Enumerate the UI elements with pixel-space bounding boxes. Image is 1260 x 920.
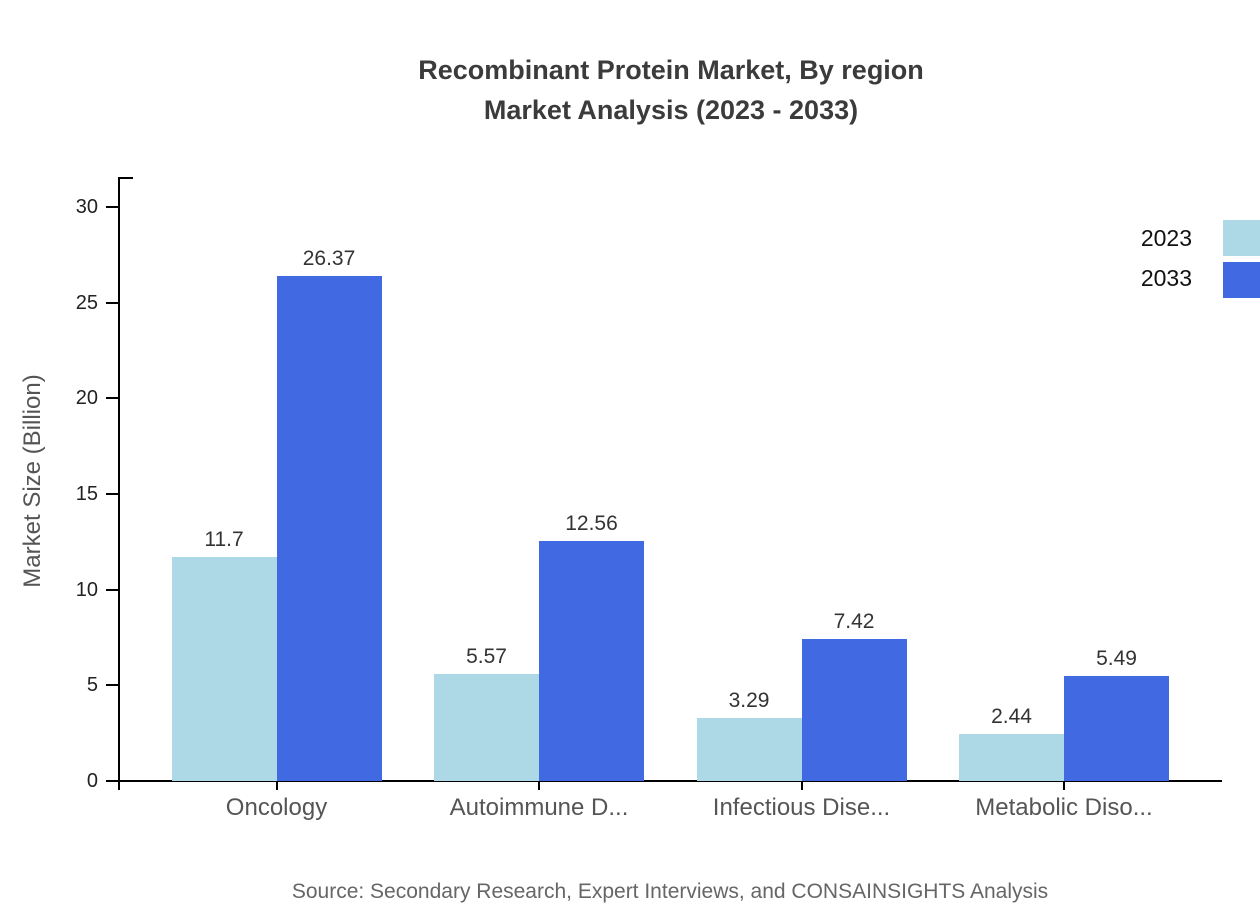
bar-2023-autoimmune-d[interactable] — [434, 674, 539, 781]
y-axis-tick-label: 0 — [86, 770, 98, 792]
chart-title-line-2: Market Analysis (2023 - 2033) — [483, 95, 859, 125]
legend-swatch-2023[interactable] — [1223, 220, 1260, 256]
value-label: 12.56 — [565, 511, 618, 535]
y-axis-top-cap — [118, 177, 133, 179]
legend-label-2033[interactable]: 2033 — [1140, 265, 1192, 291]
category-label-metabolic-diso: Metabolic Diso... — [975, 794, 1153, 821]
y-axis-tick-label: 10 — [75, 578, 98, 601]
value-label: 2.44 — [991, 705, 1032, 729]
category-label-oncology: Oncology — [225, 794, 328, 821]
y-axis-tick-label: 20 — [75, 387, 98, 410]
value-label: 5.49 — [1096, 646, 1137, 670]
y-axis-tick — [106, 588, 118, 591]
x-axis-tick — [538, 781, 540, 790]
value-label: 3.29 — [728, 689, 770, 713]
bar-2023-infectious-dise[interactable] — [696, 718, 802, 781]
legend-swatch-2033[interactable] — [1223, 262, 1260, 298]
y-axis-tick — [106, 493, 118, 495]
x-axis-line — [106, 780, 1222, 782]
chart-title-line-1: Recombinant Protein Market, By region — [418, 55, 924, 85]
y-axis-tick-label: 30 — [75, 196, 98, 218]
y-axis-line — [118, 177, 120, 790]
y-axis-tick-label: 5 — [86, 674, 98, 697]
x-axis-tick — [275, 781, 278, 790]
y-axis-tick — [106, 397, 118, 400]
x-axis-tick — [800, 781, 803, 790]
category-label-infectious-dise: Infectious Dise... — [712, 794, 891, 821]
chart-title: Recombinant Protein Market, By region Ma… — [82, 50, 1260, 130]
y-axis-tick — [106, 206, 118, 208]
y-axis-tick — [106, 684, 118, 687]
category-label-autoimmune-d: Autoimmune D... — [449, 794, 629, 821]
y-axis-tick-label: 15 — [75, 483, 98, 505]
x-axis-tick — [1063, 781, 1065, 790]
y-axis-tick — [106, 780, 118, 782]
bar-2023-metabolic-diso[interactable] — [959, 734, 1064, 781]
y-axis-tick — [106, 301, 118, 304]
value-label: 11.7 — [204, 528, 244, 552]
legend-label-2023[interactable]: 2023 — [1140, 225, 1192, 251]
source-note: Source: Secondary Research, Expert Inter… — [291, 880, 1049, 903]
bar-2023-oncology[interactable] — [171, 557, 277, 781]
value-label: 26.37 — [302, 247, 356, 271]
value-label: 7.42 — [833, 610, 875, 634]
bar-2033-metabolic-diso[interactable] — [1064, 675, 1169, 781]
y-axis-tick-label: 25 — [75, 291, 98, 314]
bar-2033-oncology[interactable] — [276, 276, 382, 781]
bar-2033-infectious-dise[interactable] — [801, 639, 907, 781]
bar-2033-autoimmune-d[interactable] — [539, 540, 644, 781]
value-label: 5.57 — [466, 645, 507, 669]
